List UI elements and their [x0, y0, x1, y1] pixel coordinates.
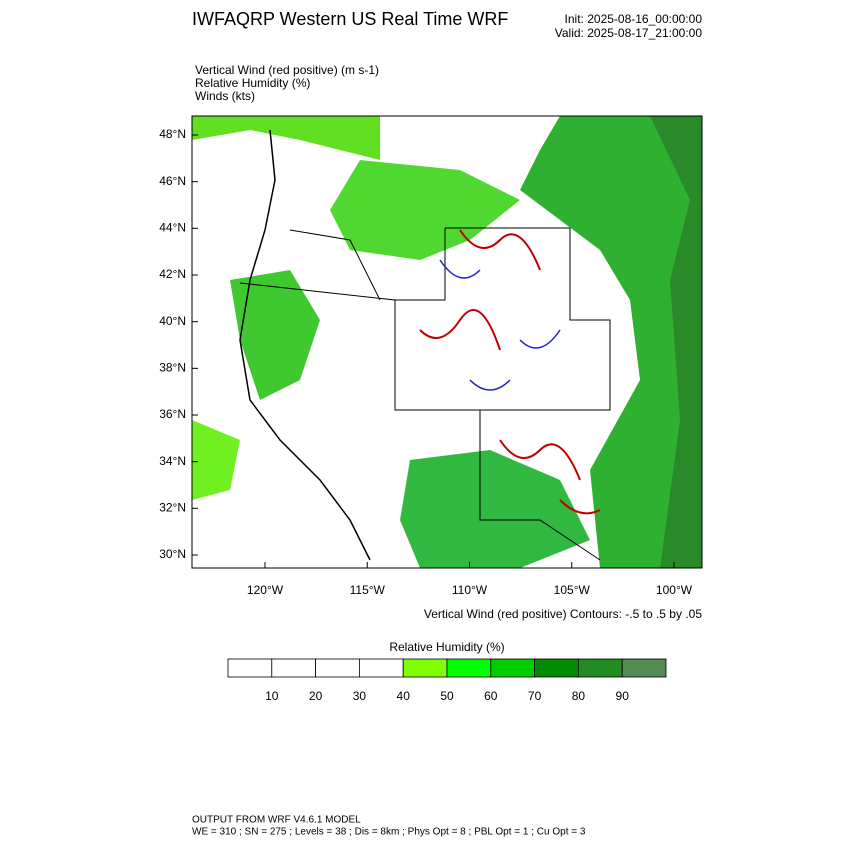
lat-label: 30°N — [159, 547, 186, 561]
humid-area — [230, 270, 320, 400]
lat-label: 48°N — [159, 127, 186, 141]
footer-line: OUTPUT FROM WRF V4.6.1 MODEL — [192, 815, 361, 826]
lon-label: 120°W — [247, 583, 284, 597]
colorbar-box — [315, 658, 360, 678]
colorbar-box — [621, 658, 667, 678]
init-time: Init: 2025-08-16_00:00:00 — [565, 12, 703, 26]
colorbar-box — [446, 658, 492, 678]
colorbar-label: 70 — [528, 689, 542, 703]
field-label: Vertical Wind (red positive) (m s-1) — [195, 63, 379, 77]
colorbar-box — [402, 658, 448, 678]
humid-area — [192, 116, 380, 160]
lat-label: 32°N — [159, 501, 186, 515]
colorbar-label: 30 — [353, 689, 367, 703]
state-boundary — [239, 227, 611, 561]
colorbar-box — [227, 658, 273, 678]
lat-label: 46°N — [159, 174, 186, 188]
humid-area — [330, 160, 520, 260]
colorbar-label: 10 — [265, 689, 279, 703]
map-frame — [191, 115, 703, 569]
colorbar-label: 80 — [572, 689, 586, 703]
lon-label: 115°W — [350, 583, 386, 597]
humid-area — [650, 116, 702, 568]
title: IWFAQRP Western US Real Time WRF — [192, 9, 508, 29]
contour-note: Vertical Wind (red positive) Contours: -… — [424, 607, 702, 621]
colorbar-box — [358, 658, 404, 678]
colorbar-label: 40 — [397, 689, 411, 703]
lat-label: 40°N — [159, 314, 186, 328]
valid-time: Valid: 2025-08-17_21:00:00 — [555, 26, 703, 40]
field-label: Winds (kts) — [195, 89, 255, 103]
colorbar-box — [534, 658, 579, 678]
lon-label: 105°W — [554, 583, 591, 597]
colorbar-label: 20 — [309, 689, 323, 703]
lat-label: 44°N — [159, 221, 186, 235]
humid-area — [192, 420, 240, 500]
humid-area — [520, 116, 702, 568]
updraft-contour — [419, 229, 601, 515]
map — [191, 115, 703, 569]
colorbar-box — [578, 658, 623, 678]
colorbar-box — [271, 658, 316, 678]
lon-label: 110°W — [452, 583, 488, 597]
colorbar-label: 90 — [616, 689, 630, 703]
lat-label: 42°N — [159, 267, 186, 281]
colorbar-title: Relative Humidity (%) — [389, 640, 504, 654]
colorbar-label: 60 — [484, 689, 498, 703]
field-label: Relative Humidity (%) — [195, 76, 310, 90]
lat-label: 34°N — [159, 454, 186, 468]
lat-label: 36°N — [159, 407, 186, 421]
humid-area — [400, 450, 590, 568]
colorbar-box — [490, 658, 535, 678]
colorbar-label: 50 — [440, 689, 454, 703]
lat-label: 38°N — [159, 361, 186, 375]
coastline — [239, 129, 371, 561]
downdraft-contour — [439, 259, 561, 391]
lon-label: 100°W — [656, 583, 693, 597]
footer-line: WE = 310 ; SN = 275 ; Levels = 38 ; Dis … — [192, 827, 586, 838]
